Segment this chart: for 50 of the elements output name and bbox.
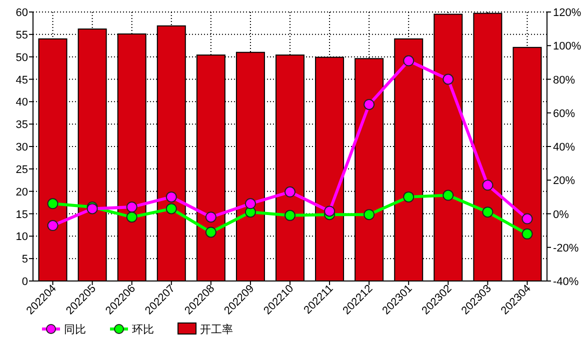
point bbox=[324, 206, 336, 217]
y2-tick-label: 120% bbox=[553, 7, 582, 19]
y2-tick-label: 40% bbox=[553, 142, 576, 154]
y2-tick-label: 80% bbox=[553, 74, 576, 86]
y2-tick-label: -40% bbox=[553, 276, 579, 288]
y-tick-label: 15 bbox=[16, 208, 28, 221]
point bbox=[442, 190, 454, 201]
y-tick-label: 20 bbox=[16, 186, 28, 198]
point bbox=[205, 226, 216, 238]
y2-tick-label: 0% bbox=[553, 208, 570, 221]
legend-同比: 同比 bbox=[42, 324, 86, 336]
point bbox=[482, 180, 494, 191]
point bbox=[522, 228, 533, 240]
y-tick-label: 25 bbox=[16, 164, 28, 176]
y-tick-label: 45 bbox=[16, 74, 28, 86]
point bbox=[403, 191, 414, 202]
point bbox=[364, 209, 375, 220]
y-tick-label: 10 bbox=[16, 231, 28, 244]
point bbox=[284, 186, 296, 198]
y-tick-label: 5 bbox=[22, 254, 28, 266]
point bbox=[284, 210, 296, 221]
point bbox=[47, 220, 58, 232]
legend-label: 开工率 bbox=[200, 323, 233, 336]
point bbox=[244, 198, 256, 210]
y-tick-label: 60 bbox=[16, 7, 28, 19]
legend-label: 同比 bbox=[64, 323, 86, 336]
y-tick-label: 55 bbox=[16, 29, 28, 42]
point bbox=[205, 212, 216, 223]
y-tick-label: 35 bbox=[16, 119, 28, 132]
legend-label: 环比 bbox=[132, 323, 154, 336]
y-tick-label: 0 bbox=[22, 276, 28, 288]
point bbox=[403, 55, 414, 66]
legend-环比: 环比 bbox=[110, 324, 154, 336]
y2-tick-label: 20% bbox=[553, 175, 576, 188]
y-tick-label: 40 bbox=[16, 96, 28, 109]
y2-tick-label: 60% bbox=[553, 108, 576, 120]
legend-开工率: 开工率 bbox=[178, 322, 233, 336]
y-tick-label: 30 bbox=[16, 142, 28, 154]
point bbox=[482, 206, 494, 218]
point bbox=[47, 198, 58, 210]
point bbox=[522, 213, 533, 224]
point bbox=[166, 203, 177, 214]
point bbox=[166, 191, 177, 202]
y-tick-label: 50 bbox=[16, 52, 28, 64]
y2-tick-label: 100% bbox=[553, 40, 582, 53]
y2-tick-label: -20% bbox=[553, 242, 579, 254]
point bbox=[442, 74, 454, 85]
point bbox=[126, 212, 138, 223]
point bbox=[126, 202, 138, 213]
point bbox=[364, 98, 375, 110]
